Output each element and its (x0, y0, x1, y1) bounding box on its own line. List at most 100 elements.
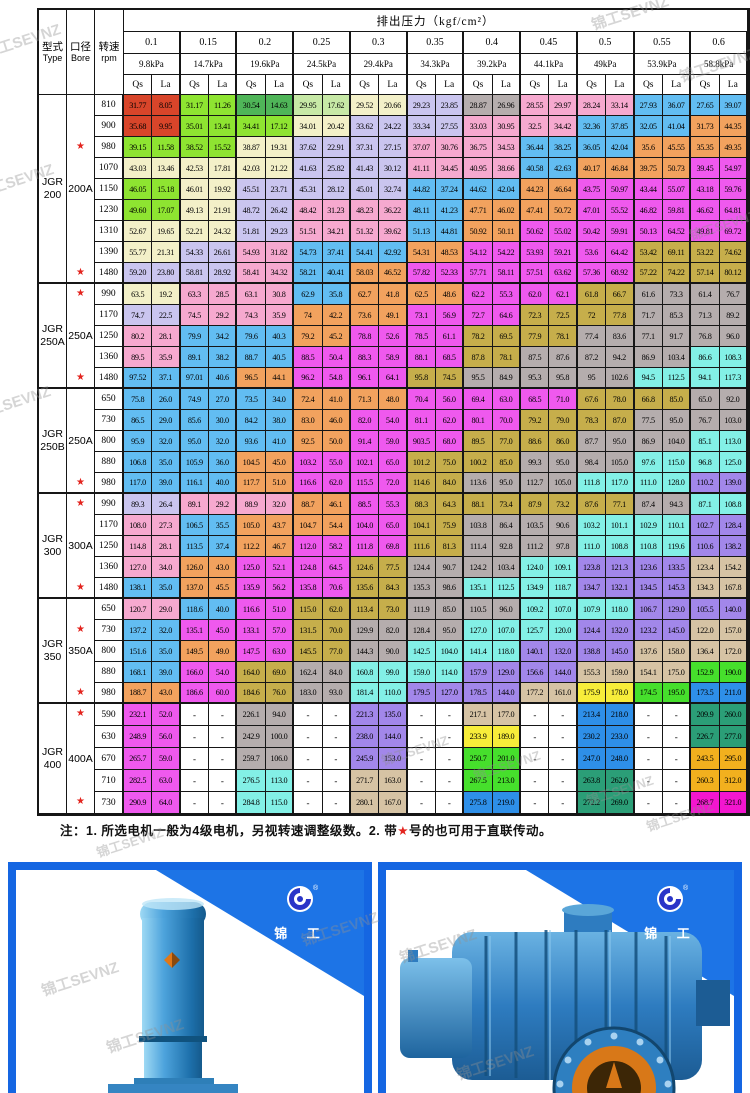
data-cell: 99.0 (379, 662, 408, 683)
kpa-header-cell: 58.8kPa (691, 54, 748, 75)
data-cell: 95.0 (606, 431, 635, 452)
data-cell: 38.87 (237, 137, 266, 158)
data-cell: 181.4 (350, 683, 380, 704)
data-cell: 59.0 (379, 431, 408, 452)
data-cell: 172.0 (719, 641, 748, 662)
data-cell: 83.0 (294, 410, 323, 431)
data-cell: - (521, 704, 550, 726)
data-cell: 100.0 (265, 726, 295, 748)
data-cell: 50.0 (322, 431, 351, 452)
data-cell: 77.1 (606, 494, 635, 515)
data-cell: 50.42 (577, 221, 607, 242)
data-cell: 28.1 (152, 326, 181, 347)
data-cell: 106.7 (634, 599, 663, 620)
data-cell: 54.4 (322, 515, 351, 536)
data-cell: 63.3 (180, 284, 210, 305)
data-cell: 29.2 (209, 305, 238, 326)
rpm-cell: 980 (95, 683, 124, 704)
data-cell: - (662, 770, 692, 792)
data-cell: 38.52 (180, 137, 210, 158)
pressure-header-cell: 0.35 (407, 32, 465, 54)
data-cell: 34.41 (237, 116, 266, 137)
data-cell: 86.4 (492, 515, 522, 536)
data-cell: 40.0 (209, 473, 238, 494)
data-cell: 45.0 (265, 452, 295, 473)
data-cell: 113.4 (350, 599, 380, 620)
data-cell: 86.5 (124, 410, 153, 431)
data-cell: 58.2 (322, 536, 351, 557)
data-cell: 125.0 (719, 452, 748, 473)
data-cell: 36.07 (662, 95, 692, 116)
data-cell: 93.0 (322, 683, 351, 704)
data-cell: 52.6 (379, 326, 408, 347)
data-cell: 111.0 (634, 473, 663, 494)
data-cell: 80.12 (719, 263, 748, 284)
data-cell: 106.8 (124, 452, 153, 473)
data-cell: 89.2 (719, 305, 748, 326)
data-cell: 63.0 (152, 770, 181, 792)
data-cell: 151.6 (124, 641, 153, 662)
data-cell: 272.2 (577, 792, 607, 814)
data-cell: 263.8 (577, 770, 607, 792)
data-cell: 221.3 (350, 704, 380, 726)
pressure-header-cell: 0.3 (350, 32, 408, 54)
data-cell: 42.04 (606, 137, 635, 158)
data-cell: 124.2 (464, 557, 493, 578)
data-cell: 38.25 (549, 137, 578, 158)
data-cell: 95.0 (662, 410, 692, 431)
data-cell: 87.5 (521, 347, 550, 368)
data-cell: 51.0 (265, 599, 295, 620)
data-cell: 90.7 (435, 557, 465, 578)
data-cell: 43.03 (124, 158, 153, 179)
data-cell: 41.43 (350, 158, 380, 179)
data-cell: 35.8 (322, 284, 351, 305)
data-cell: 54.97 (719, 158, 748, 179)
data-cell: 100.2 (464, 452, 493, 473)
data-cell: - (322, 770, 351, 792)
data-cell: 36.44 (521, 137, 550, 158)
data-cell: 280.1 (350, 792, 380, 814)
data-cell: 62.0 (435, 410, 465, 431)
data-cell: 52.67 (124, 221, 153, 242)
data-cell: - (521, 792, 550, 814)
data-cell: 46.7 (265, 536, 295, 557)
data-cell: 50.92 (464, 221, 493, 242)
rpm-cell: 590 (95, 704, 124, 726)
data-cell: 72.5 (549, 305, 578, 326)
data-cell: 39.15 (124, 137, 153, 158)
qs-header-cell: Qs (691, 75, 720, 95)
data-cell: 22.5 (152, 305, 181, 326)
data-cell: 105.0 (606, 452, 635, 473)
data-cell: 67.6 (577, 389, 607, 410)
data-cell: 56.0 (435, 389, 465, 410)
data-cell: 88.7 (237, 347, 266, 368)
data-cell: 63.1 (237, 284, 266, 305)
data-cell: 120.0 (549, 620, 578, 641)
data-cell: 111.4 (464, 536, 493, 557)
data-cell: 54.12 (464, 242, 493, 263)
data-cell: 82.0 (350, 410, 380, 431)
data-cell: 27.65 (691, 95, 720, 116)
data-cell: 45.31 (294, 179, 323, 200)
data-cell: 111.9 (407, 599, 436, 620)
data-cell: 43.0 (152, 683, 181, 704)
data-cell: 120.7 (124, 599, 153, 620)
data-cell: 145.0 (606, 641, 635, 662)
pressure-header-cell: 0.55 (634, 32, 692, 54)
data-cell: 177.2 (521, 683, 550, 704)
data-cell: 61.1 (435, 326, 465, 347)
data-cell: 44.81 (435, 221, 465, 242)
data-cell: 63.5 (124, 284, 153, 305)
group-bore-label: 350A ★ ★ (67, 599, 95, 704)
data-cell: 95.0 (492, 473, 522, 494)
data-cell: - (634, 748, 663, 770)
data-cell: 84.0 (322, 662, 351, 683)
data-cell: 77.0 (492, 431, 522, 452)
data-cell: 28.55 (521, 95, 550, 116)
data-cell: 32.36 (577, 116, 607, 137)
data-cell: 43.7 (265, 515, 295, 536)
data-cell: 48.0 (379, 389, 408, 410)
kpa-header-cell: 39.2kPa (464, 54, 522, 75)
data-cell: 156.6 (521, 662, 550, 683)
data-cell: 24.22 (379, 116, 408, 137)
